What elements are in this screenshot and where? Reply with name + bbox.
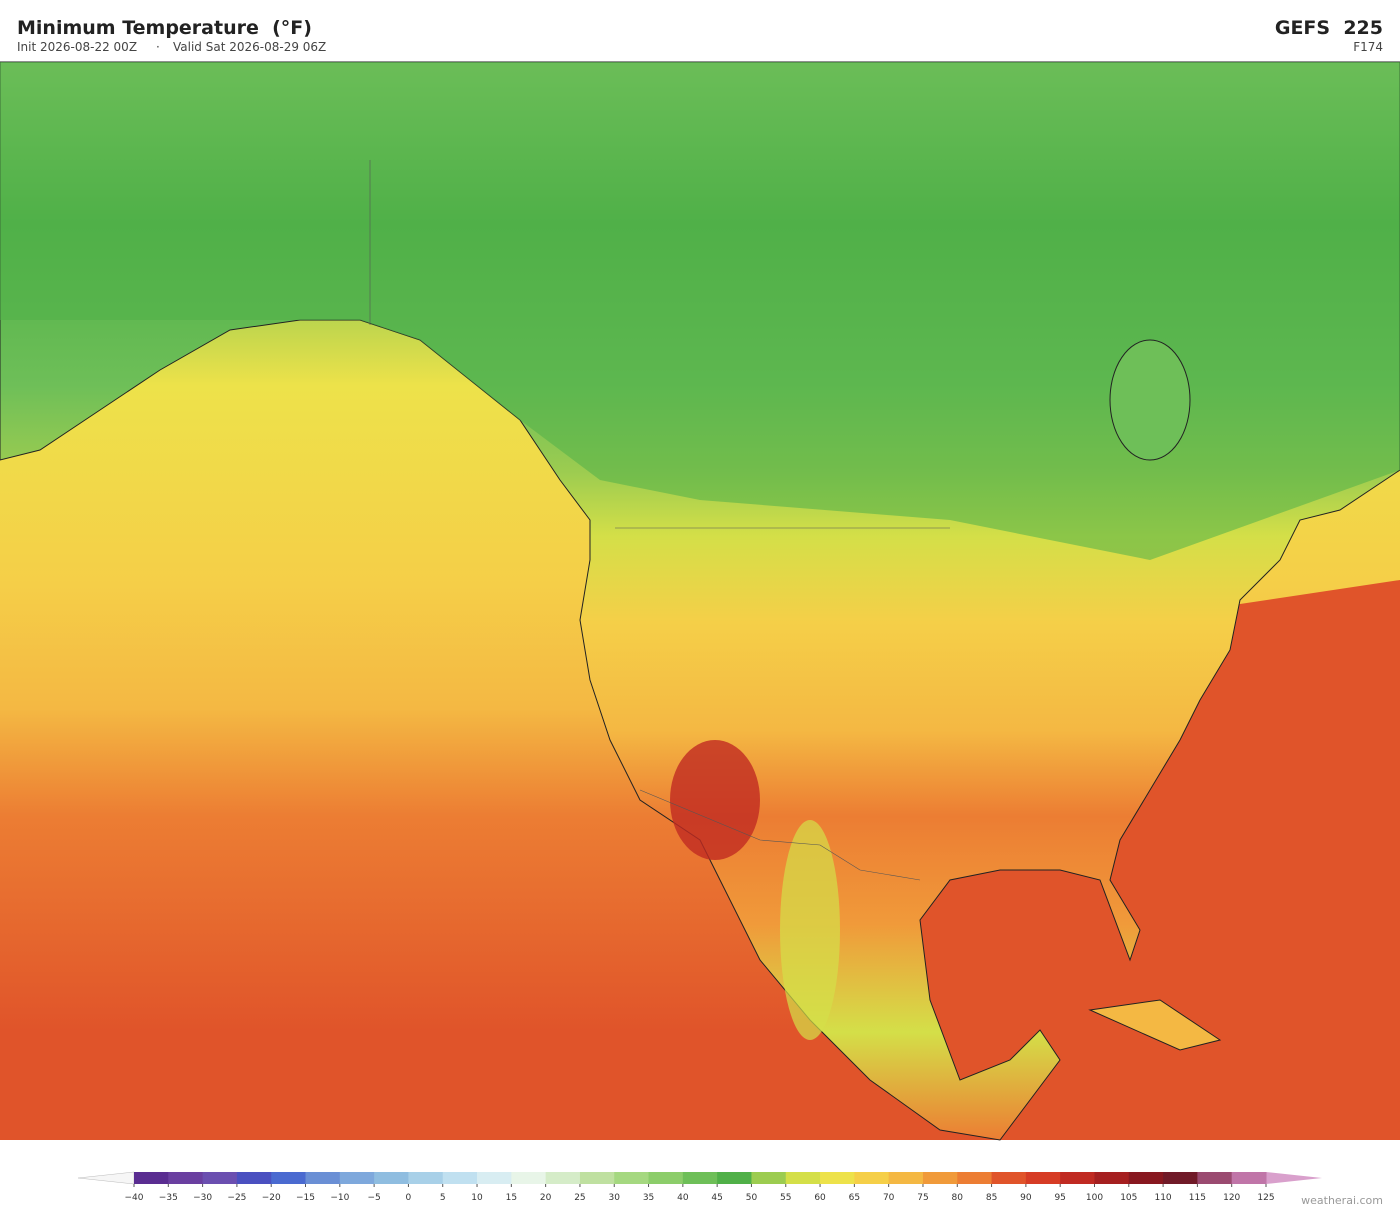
colorbar-bin	[1128, 1172, 1164, 1184]
valid-time: Valid Sat 2026-08-29 06Z	[173, 40, 326, 54]
colorbar-bin	[854, 1172, 890, 1184]
colorbar-label: 45	[711, 1193, 722, 1203]
colorbar-label: 5	[440, 1193, 446, 1203]
colorbar-bin	[1197, 1172, 1233, 1184]
credit: weatherai.com	[1301, 1194, 1383, 1207]
colorbar-bin	[545, 1172, 581, 1184]
colorbar-bin	[820, 1172, 855, 1184]
colorbar-bin	[888, 1172, 924, 1184]
colorbar-label: 85	[986, 1193, 997, 1203]
colorbar-label: 90	[1020, 1193, 1032, 1203]
colorbar-bin	[579, 1172, 615, 1184]
colorbar-label: 40	[677, 1193, 689, 1203]
colorbar-bin	[614, 1172, 650, 1184]
colorbar-label: −40	[125, 1193, 144, 1203]
colorbar-bin	[134, 1172, 169, 1184]
map-title: Minimum Temperature (°F)	[17, 17, 312, 39]
colorbar-bin	[442, 1172, 478, 1184]
colorbar-label: 95	[1054, 1193, 1065, 1203]
colorbar-bin	[408, 1172, 444, 1184]
colorbar-label: 70	[883, 1193, 895, 1203]
colorbar-label: 60	[814, 1193, 826, 1203]
colorbar-label: 125	[1257, 1193, 1274, 1203]
colorbar-label: −10	[330, 1193, 349, 1203]
colorbar-bin	[1025, 1172, 1061, 1184]
colorbar-over	[1266, 1172, 1322, 1184]
colorbar-bin	[339, 1172, 375, 1184]
colorbar-label: 80	[952, 1193, 964, 1203]
colorbar-bin	[922, 1172, 958, 1184]
colorbar-label: 110	[1154, 1193, 1171, 1203]
map	[0, 61, 1400, 1141]
canada-cool	[0, 62, 1400, 560]
colorbar: −40 −35 −30 −25 −20 −15 −10 −5 0 5 10 15 20 25 30 35 40 4…	[77, 1171, 1322, 1203]
colorbar-label: 115	[1189, 1193, 1206, 1203]
colorbar-bin	[168, 1172, 204, 1184]
colorbar-bin	[785, 1172, 821, 1184]
colorbar-label: 65	[849, 1193, 860, 1203]
colorbar-label: 120	[1223, 1193, 1240, 1203]
colorbar-label: 10	[471, 1193, 483, 1203]
colorbar-bin	[202, 1172, 238, 1184]
colorbar-label: −20	[262, 1193, 281, 1203]
hudson-bay	[1109, 339, 1191, 461]
colorbar-bin	[648, 1172, 684, 1184]
colorbar-under	[77, 1171, 135, 1185]
colorbar-label: 20	[540, 1193, 552, 1203]
colorbar-label: 25	[574, 1193, 585, 1203]
colorbar-bin	[305, 1172, 341, 1184]
colorbar-label: −15	[296, 1193, 315, 1203]
colorbar-label: 75	[917, 1193, 928, 1203]
separator: ·	[156, 40, 160, 54]
colorbar-bin	[477, 1172, 512, 1184]
init-time: Init 2026-08-22 00Z	[17, 40, 137, 54]
borders	[369, 160, 950, 881]
colorbar-label: −25	[227, 1193, 246, 1203]
colorbar-bin	[511, 1172, 547, 1184]
model-name: GEFS 225	[1275, 17, 1383, 39]
colorbar-label: 55	[780, 1193, 791, 1203]
colorbar-bin	[271, 1172, 307, 1184]
colorbar-label: −35	[159, 1193, 178, 1203]
colorbar-bin	[1163, 1172, 1198, 1184]
colorbar-label: 0	[406, 1193, 412, 1203]
colorbar-label: 30	[609, 1193, 621, 1203]
colorbar-bin	[374, 1172, 409, 1184]
colorbar-bin	[957, 1172, 993, 1184]
colorbar-bin	[1060, 1172, 1095, 1184]
colorbar-label: 105	[1120, 1193, 1137, 1203]
colorbar-bin	[991, 1172, 1027, 1184]
southwest-heat	[670, 740, 760, 860]
cuba	[1088, 999, 1222, 1051]
forecast-hour: F174	[1353, 40, 1383, 54]
colorbar-bin	[236, 1172, 272, 1184]
colorbar-bin	[1094, 1172, 1130, 1184]
mexico-highlands	[780, 820, 840, 1040]
colorbar-label: −30	[193, 1193, 212, 1203]
colorbar-bin	[717, 1172, 752, 1184]
colorbar-label: 50	[746, 1193, 758, 1203]
colorbar-label: 15	[506, 1193, 517, 1203]
colorbar-bin	[751, 1172, 787, 1184]
colorbar-label: −5	[367, 1193, 380, 1203]
colorbar-bin	[682, 1172, 718, 1184]
colorbar-label: 35	[643, 1193, 654, 1203]
colorbar-label: 100	[1086, 1193, 1103, 1203]
colorbar-bin	[1231, 1172, 1267, 1184]
